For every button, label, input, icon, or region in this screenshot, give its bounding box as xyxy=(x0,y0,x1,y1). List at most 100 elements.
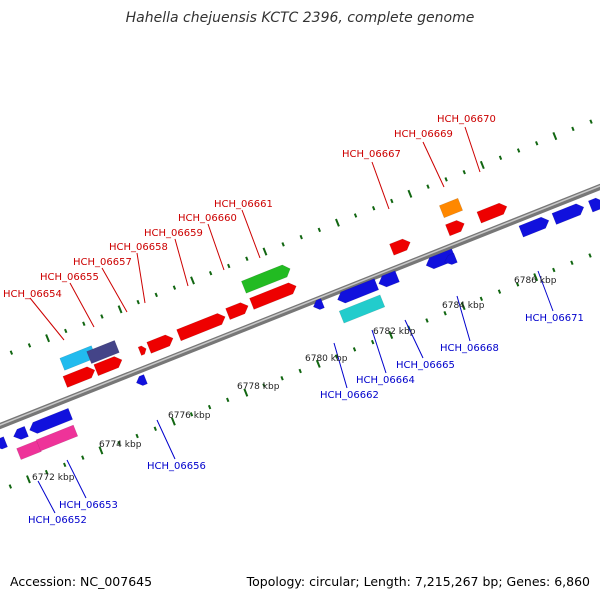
top-tick-mark xyxy=(516,148,521,153)
top-tick-mark xyxy=(444,177,448,182)
bottom-tick-mark xyxy=(189,412,194,417)
top-tick-mark xyxy=(117,305,123,314)
bottom-tick-mark xyxy=(515,282,520,287)
gene-feature-blue xyxy=(13,425,29,440)
top-tick-mark xyxy=(64,328,68,334)
top-leader-line xyxy=(241,209,261,259)
top-tick-mark xyxy=(335,218,340,227)
top-tick-mark xyxy=(9,350,14,355)
top-gene-label: HCH_06654 xyxy=(3,289,62,300)
gene-feature-blue xyxy=(29,407,73,434)
top-leader-line xyxy=(207,223,225,271)
gene-feature-red xyxy=(445,220,465,237)
top-gene-label: HCH_06659 xyxy=(144,228,203,239)
diagram-title: Hahella chejuensis KCTC 2396, complete g… xyxy=(125,10,475,26)
top-tick-mark xyxy=(227,263,231,269)
gene-feature-blue xyxy=(0,436,8,450)
bottom-gene-label: HCH_06664 xyxy=(356,375,415,386)
top-gene-label: HCH_06658 xyxy=(109,242,168,253)
top-tick-mark xyxy=(317,227,322,233)
bottom-tick-mark xyxy=(170,417,176,426)
bottom-tick-mark xyxy=(81,455,85,460)
top-tick-mark xyxy=(281,242,285,247)
bottom-tick-mark xyxy=(207,404,212,410)
top-tick-mark xyxy=(262,247,268,256)
top-tick-mark xyxy=(154,292,158,298)
bottom-tick-mark xyxy=(243,388,249,397)
bottom-tick-mark xyxy=(443,311,447,316)
top-tick-mark xyxy=(407,189,413,198)
bottom-tick-mark xyxy=(371,339,375,345)
top-leader-line xyxy=(464,126,481,173)
top-tick-mark xyxy=(82,321,86,326)
accession-text: Accession: NC_007645 xyxy=(10,574,153,589)
bottom-leader-line xyxy=(333,342,348,389)
gene-feature-red xyxy=(137,345,147,356)
top-tick-mark xyxy=(589,119,593,124)
gene-feature-orange xyxy=(438,197,464,219)
gene-feature-blue xyxy=(136,374,148,386)
scale-label: 6772 kbp xyxy=(32,473,75,483)
top-leader-line xyxy=(136,252,146,304)
top-tick-mark xyxy=(353,213,358,218)
top-gene-label: HCH_06667 xyxy=(342,149,401,160)
bottom-leader-line xyxy=(456,295,471,342)
bottom-leader-line xyxy=(404,319,424,359)
bottom-tick-mark xyxy=(570,260,574,265)
feature-layer xyxy=(0,197,600,460)
gene-feature-slate xyxy=(86,340,120,364)
bottom-gene-label: HCH_06662 xyxy=(320,390,379,401)
bottom-gene-label: HCH_06656 xyxy=(147,461,206,472)
bottom-gene-label: HCH_06652 xyxy=(28,515,87,526)
gene-feature-green xyxy=(241,264,291,294)
top-tick-mark xyxy=(100,314,104,319)
top-tick-mark xyxy=(299,234,303,240)
backbone-layer xyxy=(0,183,600,430)
gene-feature-blue xyxy=(587,197,600,213)
top-leader-line xyxy=(101,267,128,313)
bottom-tick-mark xyxy=(334,354,339,359)
top-leader-line xyxy=(371,161,390,210)
top-gene-label: HCH_06661 xyxy=(214,199,273,210)
bottom-tick-mark xyxy=(533,273,539,282)
gene-label-layer: HCH_06654 HCH_06655 HCH_06657 HCH_06658 HCH_… xyxy=(3,114,584,526)
genome-backbone xyxy=(0,183,600,430)
top-gene-label: HCH_06655 xyxy=(40,272,99,283)
tick-layer xyxy=(8,119,593,489)
gene-feature-red xyxy=(249,282,297,310)
top-gene-label: HCH_06660 xyxy=(178,213,237,224)
top-tick-mark xyxy=(479,160,485,170)
bottom-gene-label: HCH_06665 xyxy=(396,360,455,371)
gene-feature-red xyxy=(62,366,96,388)
top-leader-line xyxy=(422,141,445,188)
top-gene-label: HCH_06669 xyxy=(394,129,453,140)
bottom-gene-label: HCH_06653 xyxy=(59,500,118,511)
scale-label: 6780 kbp xyxy=(305,354,348,364)
bottom-tick-mark xyxy=(117,440,121,446)
bottom-leader-line xyxy=(537,270,554,312)
gene-feature-red xyxy=(146,334,174,354)
gene-feature-teal xyxy=(338,294,386,324)
gene-feature-red xyxy=(176,313,226,342)
gene-feature-blue xyxy=(313,298,325,310)
bottom-tick-mark xyxy=(425,318,429,323)
top-tick-mark xyxy=(172,285,177,290)
gene-feature-pink xyxy=(16,440,42,460)
top-gene-label: HCH_06670 xyxy=(437,114,496,125)
bottom-tick-mark xyxy=(98,446,104,455)
gene-feature-blue xyxy=(378,270,400,288)
top-tick-mark xyxy=(245,256,249,262)
bottom-leader-line xyxy=(156,419,176,460)
genome-info-text: Topology: circular; Length: 7,215,267 bp… xyxy=(246,574,590,589)
scale-label: 6778 kbp xyxy=(237,382,280,392)
bottom-tick-mark xyxy=(63,462,67,468)
gene-feature-red xyxy=(225,302,249,320)
top-tick-mark xyxy=(390,198,394,204)
bottom-tick-mark xyxy=(479,296,484,302)
scale-label: 6786 kbp xyxy=(514,276,557,286)
bottom-leader-line xyxy=(66,459,87,499)
top-tick-mark xyxy=(462,169,466,175)
top-tick-mark xyxy=(552,131,558,141)
bottom-tick-mark xyxy=(352,347,357,352)
